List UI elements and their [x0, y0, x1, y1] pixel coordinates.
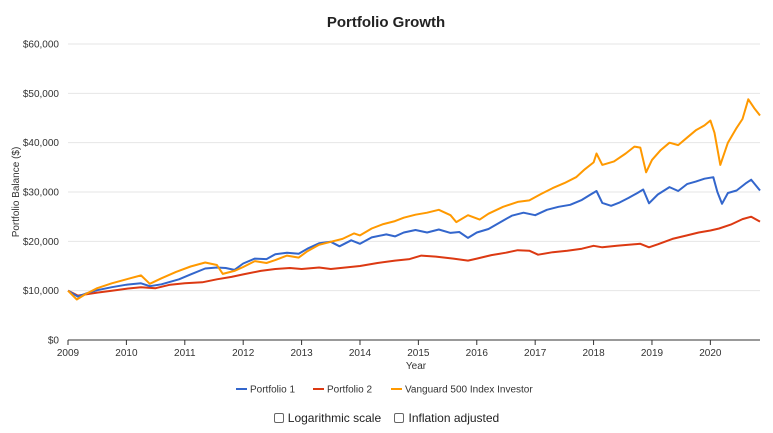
y-tick-label: $20,000	[23, 237, 60, 248]
grid	[68, 43, 760, 292]
x-tick-label: 2013	[290, 348, 313, 359]
y-tick-label: $40,000	[23, 138, 60, 149]
y-axis-ticks: $0 $10,000 $20,000 $30,000 $40,000 $50,000 $60…	[23, 40, 60, 347]
x-axis-ticks: 2009 2010 2011 2012 2013 2014 2015 2016 2017 2018…	[57, 340, 722, 359]
x-tick-label: 2012	[232, 348, 255, 359]
legend-label[interactable]: Vanguard 500 Index Investor	[405, 385, 533, 396]
x-tick-label: 2010	[115, 348, 138, 359]
x-tick-label: 2017	[524, 348, 547, 359]
y-tick-label: $50,000	[23, 89, 60, 100]
series-line-3	[67, 98, 761, 301]
x-tick-label: 2018	[582, 348, 605, 359]
inflation-checkbox[interactable]	[394, 413, 405, 423]
log-scale-checkbox[interactable]	[273, 413, 284, 423]
y-tick-label: $10,000	[23, 286, 60, 297]
chart-options: Logarithmic scale Inflation adjusted	[0, 411, 773, 426]
inflation-option[interactable]: Inflation adjusted	[394, 411, 499, 425]
y-axis-label: Portfolio Balance ($)	[11, 147, 22, 238]
x-tick-label: 2019	[641, 348, 664, 359]
inflation-label: Inflation adjusted	[408, 411, 500, 425]
x-tick-label: 2009	[57, 348, 80, 359]
x-tick-label: 2016	[466, 348, 489, 359]
series-lines	[67, 98, 761, 301]
series-line-1	[67, 176, 761, 298]
x-tick-label: 2020	[699, 348, 722, 359]
y-tick-label: $30,000	[23, 188, 60, 199]
x-tick-label: 2011	[174, 348, 196, 359]
x-tick-label: 2014	[349, 348, 372, 359]
series-line-2	[67, 215, 761, 297]
x-tick-label: 2015	[407, 348, 430, 359]
y-tick-label: $60,000	[23, 40, 60, 51]
chart: Portfolio Growth $0 $10,000 $20,000 $30,000…	[11, 14, 761, 396]
x-axis-label: Year	[406, 361, 427, 372]
legend-label[interactable]: Portfolio 2	[327, 385, 372, 396]
legend[interactable]: Portfolio 1 Portfolio 2 Vanguard 500 Index…	[236, 385, 533, 396]
log-scale-label: Logarithmic scale	[287, 411, 382, 425]
y-tick-label: $0	[48, 336, 60, 347]
legend-label[interactable]: Portfolio 1	[250, 385, 295, 396]
chart-title: Portfolio Growth	[327, 14, 445, 31]
log-scale-option[interactable]: Logarithmic scale	[273, 411, 382, 425]
